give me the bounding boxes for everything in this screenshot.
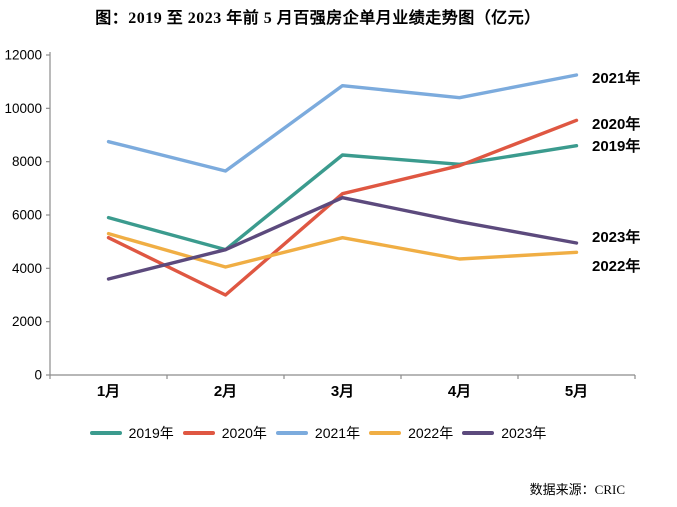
y-tick-label: 6000 (12, 208, 42, 223)
data-source-note: 数据来源：CRIC (529, 482, 625, 497)
legend-item-2023: 2023年 (462, 423, 546, 443)
legend-label-2023: 2023年 (501, 425, 547, 441)
legend-swatch-2019 (89, 431, 122, 435)
series-line-2021年 (106, 73, 579, 173)
series-right-label-2019年: 2019年 (592, 137, 640, 155)
legend-swatch-2022 (369, 431, 402, 435)
x-tick-label: 4月 (448, 383, 471, 400)
x-tick-label: 3月 (331, 383, 354, 400)
legend-swatch-2021 (275, 431, 308, 435)
series-right-label-2021年: 2021年 (592, 69, 640, 87)
y-tick-label: 4000 (12, 261, 42, 276)
x-tick-label: 2月 (214, 383, 237, 400)
legend-label-2019: 2019年 (128, 425, 174, 441)
x-tick-label: 5月 (565, 383, 588, 400)
y-tick-label: 12000 (4, 48, 42, 63)
legend-swatch-2023 (462, 431, 495, 435)
series-line-2019年 (106, 143, 579, 252)
legend-swatch-2020 (182, 431, 215, 435)
legend-label-2022: 2022年 (408, 425, 454, 441)
legend-item-2019: 2019年 (89, 423, 174, 443)
y-tick-label: 10000 (4, 101, 42, 116)
legend-item-2021: 2021年 (275, 423, 361, 443)
chart-svg: 0 2000 4000 6000 8000 10000 12000 1月 2月 3月 4月 5月 201… (4, 48, 640, 401)
y-tick-label: 0 (34, 368, 42, 383)
y-tick-label: 8000 (12, 154, 42, 169)
series-right-label-2023年: 2023年 (592, 228, 640, 246)
legend-item-2022: 2022年 (369, 423, 453, 443)
legend-label-2020: 2020年 (221, 425, 267, 441)
chart-title: 图：2019 至 2023 年前 5 月百强房企单月业绩走势图（亿元） (95, 10, 541, 27)
chart-legend: 2019年 2020年 2021年 2022年 2023年 (0, 423, 636, 443)
series-line-2023年 (106, 195, 579, 281)
legend-label-2021: 2021年 (314, 425, 361, 441)
legend-item-2020: 2020年 (182, 423, 267, 443)
y-tick-label: 2000 (12, 314, 42, 329)
series-line-2020年 (106, 118, 579, 297)
series-line-2022年 (106, 231, 579, 269)
series-right-label-2020年: 2020年 (592, 115, 640, 133)
series-right-label-2022年: 2022年 (592, 257, 640, 275)
x-tick-label: 1月 (97, 383, 120, 400)
